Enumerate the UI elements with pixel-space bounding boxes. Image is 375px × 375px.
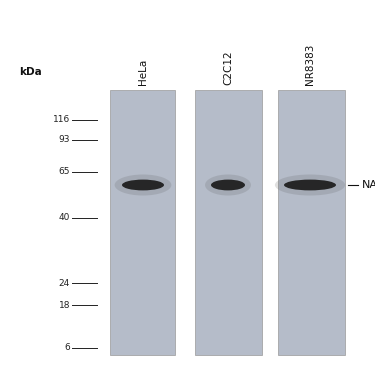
Ellipse shape — [115, 174, 171, 195]
Text: 116: 116 — [53, 116, 70, 124]
Text: 6: 6 — [64, 344, 70, 352]
Ellipse shape — [211, 180, 245, 190]
Text: 40: 40 — [58, 213, 70, 222]
Ellipse shape — [275, 174, 345, 195]
Text: NADK: NADK — [362, 180, 375, 190]
Bar — [195, 90, 262, 355]
Text: 24: 24 — [59, 279, 70, 288]
Ellipse shape — [122, 180, 164, 190]
Bar — [110, 90, 175, 355]
Text: 93: 93 — [58, 135, 70, 144]
Text: HeLa: HeLa — [138, 59, 148, 85]
Bar — [278, 90, 345, 355]
Text: 65: 65 — [58, 168, 70, 177]
Ellipse shape — [284, 180, 336, 190]
Text: 18: 18 — [58, 300, 70, 309]
Text: NR8383: NR8383 — [305, 44, 315, 85]
Text: kDa: kDa — [19, 67, 41, 77]
Ellipse shape — [205, 174, 251, 195]
Text: C2C12: C2C12 — [223, 50, 233, 85]
